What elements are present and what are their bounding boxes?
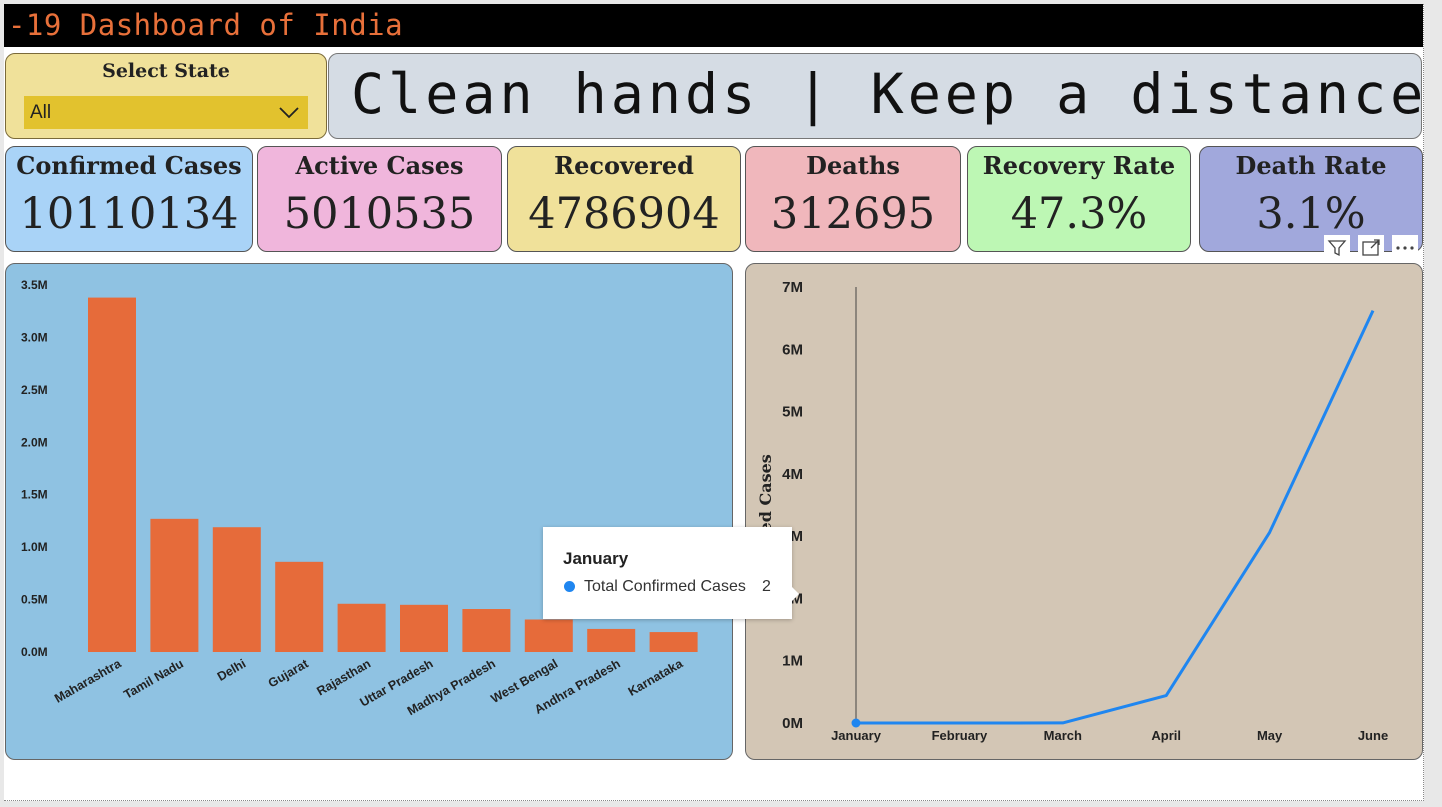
bar: [275, 561, 324, 652]
safety-message-banner: Clean hands | Keep a distance of: [328, 53, 1422, 139]
kpi-card-confirmed: Confirmed Cases 10110134: [5, 146, 253, 252]
state-dropdown[interactable]: All: [24, 96, 308, 129]
y-tick-label: 2.0M: [21, 435, 48, 449]
kpi-card-active: Active Cases 5010535: [257, 146, 502, 252]
state-bar-chart: 0.0M 0.5M 1.0M 1.5M 2.0M 2.5M 3.0M 3.5M Maharash…: [21, 278, 698, 718]
kpi-value: 10110134: [19, 189, 239, 239]
x-tick-label: Gujarat: [266, 656, 312, 690]
kpi-value: 4786904: [528, 189, 720, 239]
bar: [150, 518, 199, 652]
x-tick-label: January: [831, 728, 882, 743]
focus-mode-icon[interactable]: [1358, 235, 1384, 261]
y-tick-label: 0.0M: [21, 645, 48, 659]
dashboard-title: )-19 Dashboard of India: [4, 8, 404, 42]
x-tick-label: February: [932, 728, 988, 743]
state-slicer-label: Select State: [102, 60, 230, 82]
x-tick-label: Delhi: [215, 656, 248, 683]
kpi-value: 3.1%: [1256, 189, 1366, 239]
kpi-card-recovered: Recovered 4786904: [507, 146, 741, 252]
kpi-label: Recovery Rate: [982, 151, 1176, 180]
bar: [337, 603, 386, 652]
y-tick-label: 6M: [782, 341, 803, 358]
y-tick-label: 1.0M: [21, 540, 48, 554]
kpi-card-deaths: Deaths 312695: [745, 146, 961, 252]
highlighted-point: [851, 718, 861, 728]
bar: [400, 604, 448, 652]
kpi-label: Confirmed Cases: [16, 151, 242, 180]
chart-tooltip: January Total Confirmed Cases 2: [543, 527, 799, 619]
series-line: [855, 310, 1375, 725]
tooltip-title: January: [563, 549, 629, 568]
x-tick-label: Maharashtra: [52, 656, 124, 706]
y-tick-label: 0M: [782, 715, 803, 732]
dashboard-title-bar: )-19 Dashboard of India: [4, 4, 1423, 47]
kpi-value: 47.3%: [1010, 189, 1148, 239]
kpi-label: Deaths: [806, 151, 900, 180]
visual-header: [1324, 235, 1424, 261]
y-tick-label: 2.5M: [21, 383, 48, 397]
y-tick-label: 1M: [782, 653, 803, 670]
kpi-value: 312695: [770, 189, 936, 239]
kpi-value: 5010535: [283, 189, 476, 239]
x-tick-label: March: [1044, 728, 1082, 743]
y-tick-label: 4M: [782, 466, 803, 483]
x-tick-label: Tamil Nadu: [121, 656, 186, 701]
x-tick-label: Karnataka: [626, 656, 686, 699]
state-dropdown-value: All: [30, 102, 52, 123]
y-tick-label: 7M: [782, 279, 803, 296]
x-tick-label: June: [1358, 728, 1388, 743]
legend-dot-icon: [564, 581, 575, 592]
state-bar-chart-panel: 0.0M 0.5M 1.0M 1.5M 2.0M 2.5M 3.0M 3.5M Maharash…: [5, 263, 733, 760]
tooltip-caret: [792, 587, 799, 601]
tooltip-value: 2: [762, 578, 771, 595]
x-tick-label: April: [1151, 728, 1181, 743]
y-tick-label: 3.5M: [21, 278, 48, 292]
x-tick-label: May: [1257, 728, 1283, 743]
monthly-line-chart-panel: 0M 1M 2M 3M 4M 5M 6M 7M onfirmed Cases January Feb…: [745, 263, 1423, 760]
state-slicer: Select State All: [5, 53, 327, 139]
y-tick-label: 3.0M: [21, 330, 48, 344]
safety-message-text: Clean hands | Keep a distance of: [351, 62, 1422, 126]
x-tick-label: Rajasthan: [314, 656, 373, 698]
y-tick-label: 5M: [782, 404, 803, 421]
chevron-down-icon: [279, 107, 299, 119]
y-tick-label: 1.5M: [21, 488, 48, 502]
bar: [587, 628, 636, 652]
bar: [462, 609, 511, 652]
kpi-card-recovery-rate: Recovery Rate 47.3%: [967, 146, 1191, 252]
filter-icon[interactable]: [1324, 235, 1350, 261]
bar: [649, 632, 698, 652]
more-options-icon[interactable]: [1392, 235, 1418, 261]
bar: [88, 297, 136, 652]
kpi-label: Active Cases: [295, 151, 464, 180]
y-tick-label: 0.5M: [21, 593, 48, 607]
kpi-label: Death Rate: [1235, 151, 1387, 180]
bar: [524, 619, 573, 652]
bar: [212, 527, 261, 652]
kpi-card-death-rate: Death Rate 3.1%: [1199, 146, 1423, 252]
tooltip-series-label: Total Confirmed Cases: [584, 578, 746, 595]
kpi-label: Recovered: [554, 151, 694, 180]
